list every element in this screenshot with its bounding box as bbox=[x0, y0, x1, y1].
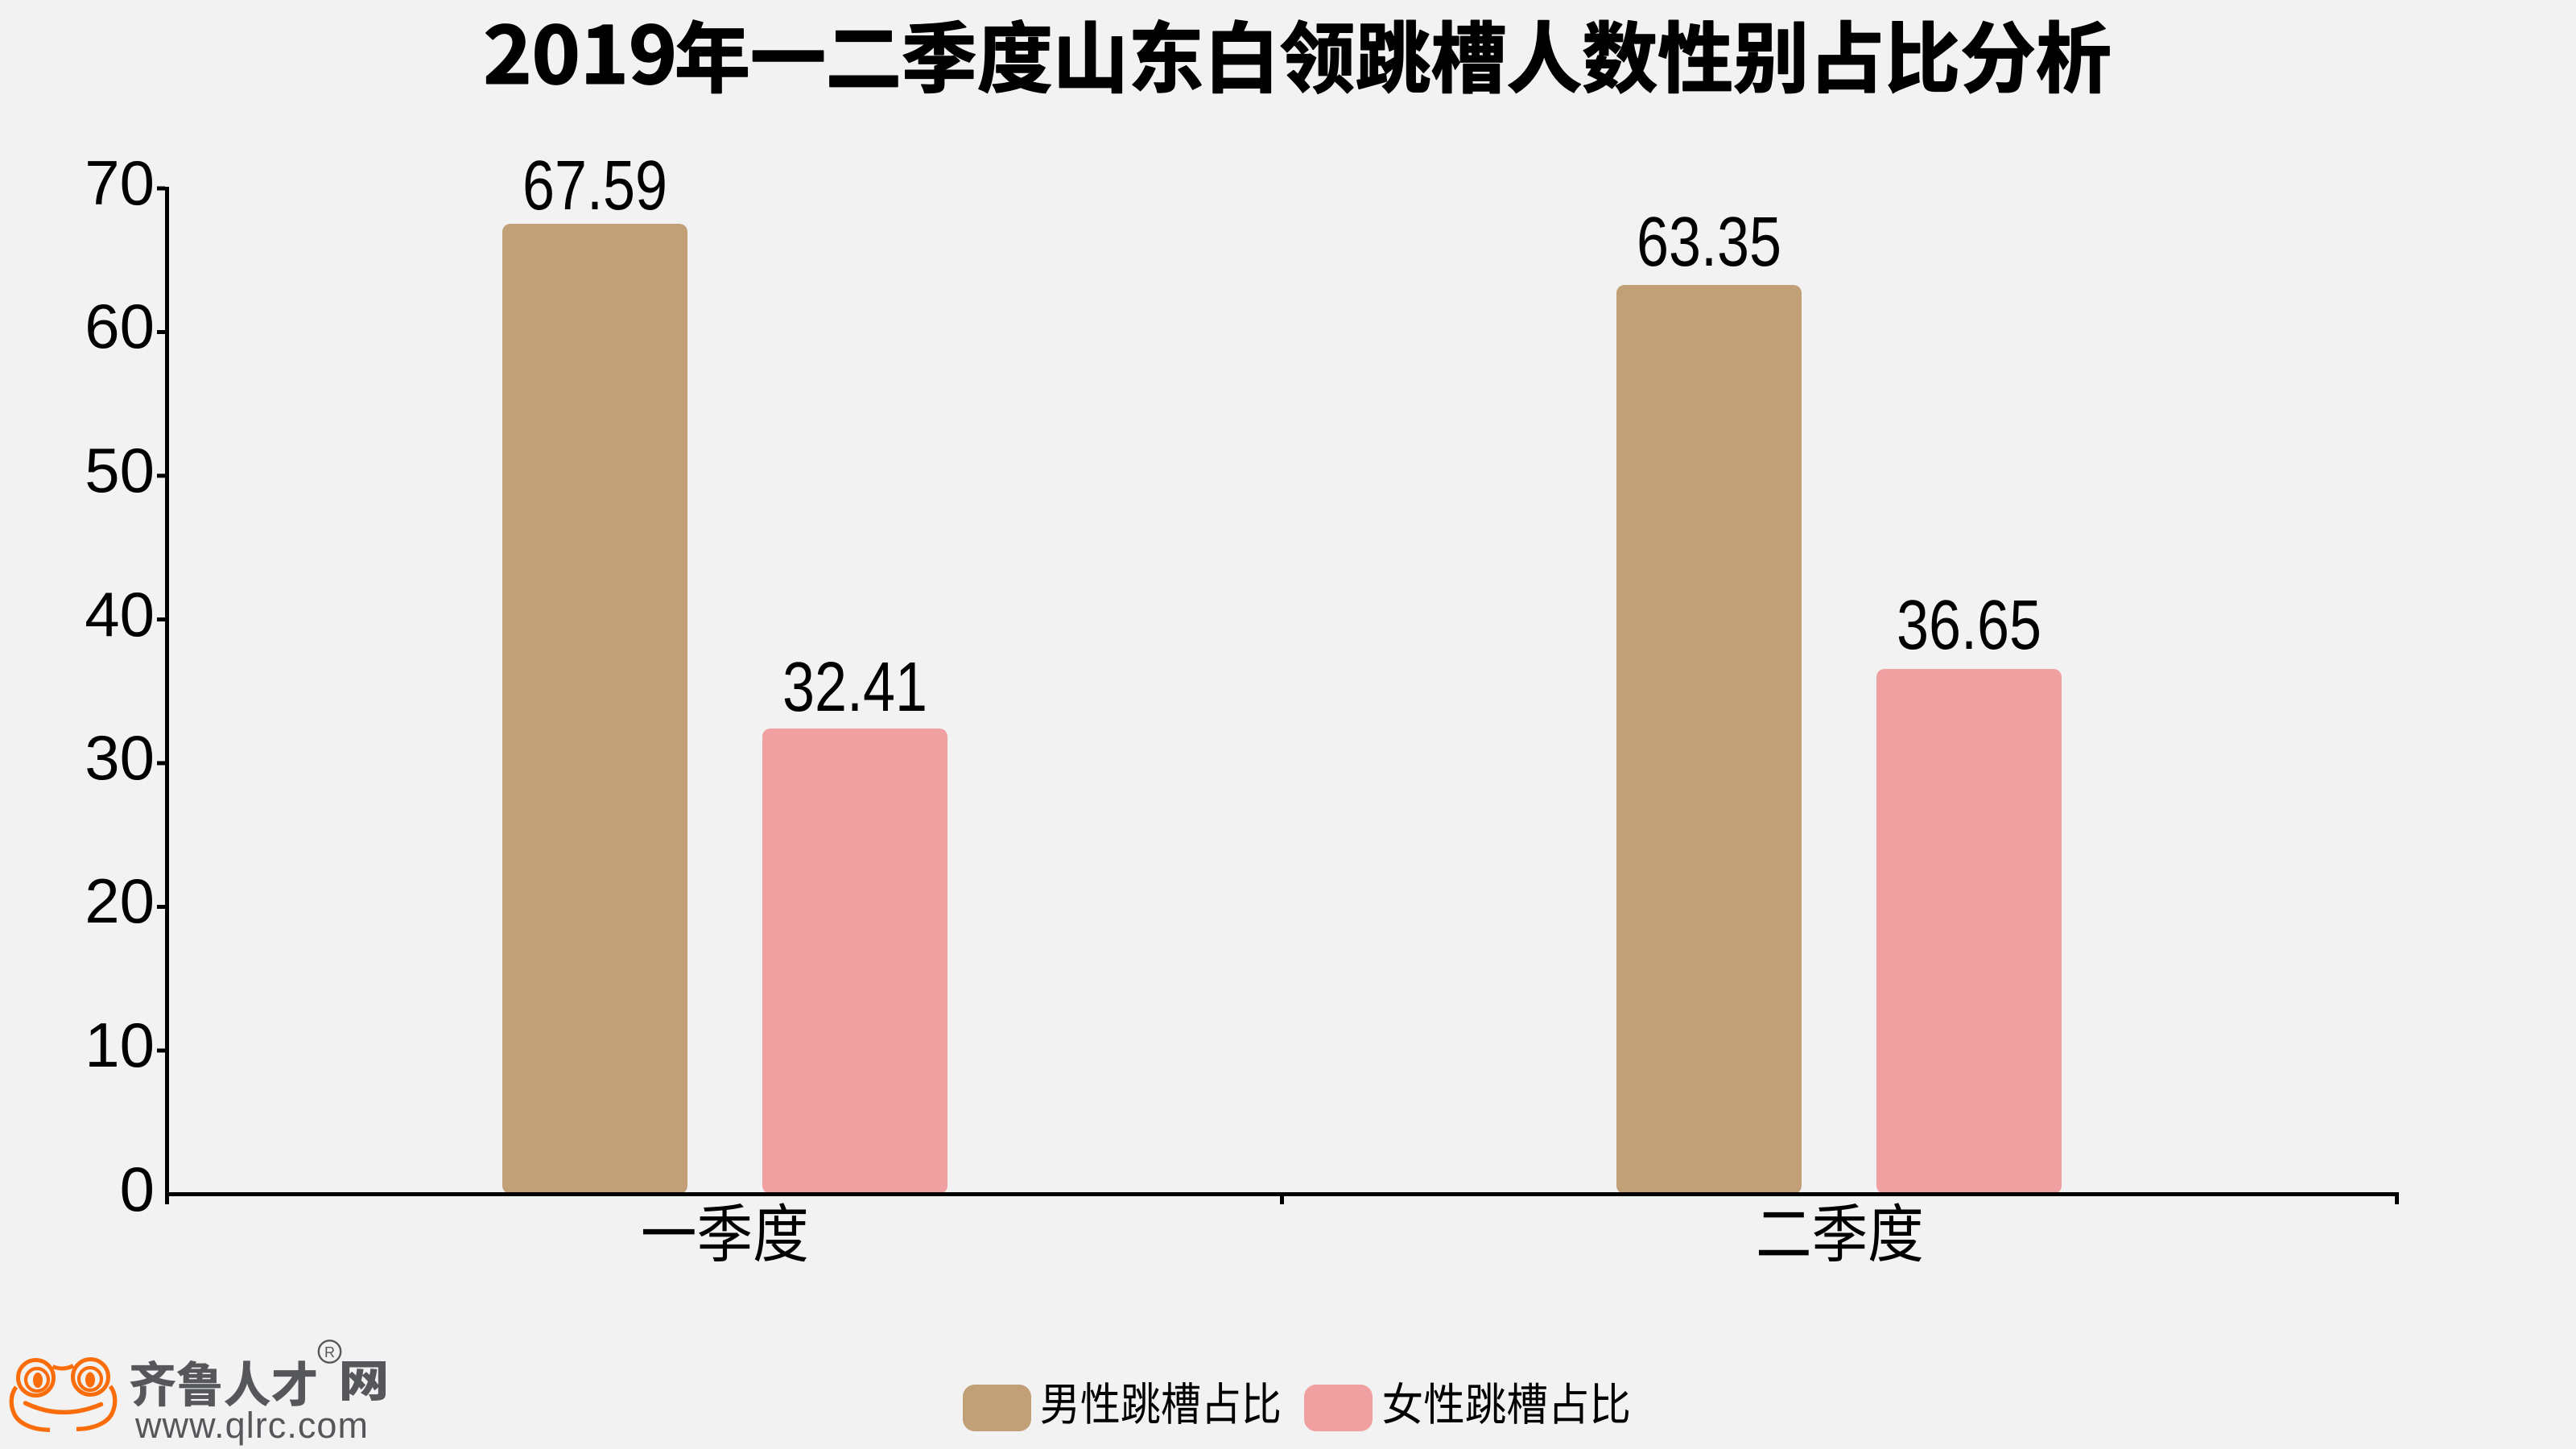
svg-text:www.qlrc.com: www.qlrc.com bbox=[134, 1405, 368, 1446]
svg-text:10: 10 bbox=[85, 1009, 155, 1080]
svg-text:70: 70 bbox=[85, 147, 155, 218]
svg-text:67.59: 67.59 bbox=[522, 147, 667, 225]
svg-text:40: 40 bbox=[85, 579, 155, 650]
svg-text:30: 30 bbox=[85, 722, 155, 793]
svg-text:0: 0 bbox=[120, 1154, 155, 1224]
svg-text:32.41: 32.41 bbox=[782, 648, 927, 726]
svg-text:36.65: 36.65 bbox=[1897, 586, 2041, 664]
svg-text:50: 50 bbox=[85, 435, 155, 506]
svg-text:63.35: 63.35 bbox=[1637, 203, 1781, 281]
svg-text:R: R bbox=[324, 1344, 335, 1360]
svg-text:20: 20 bbox=[85, 865, 155, 936]
svg-text:60: 60 bbox=[85, 291, 155, 361]
